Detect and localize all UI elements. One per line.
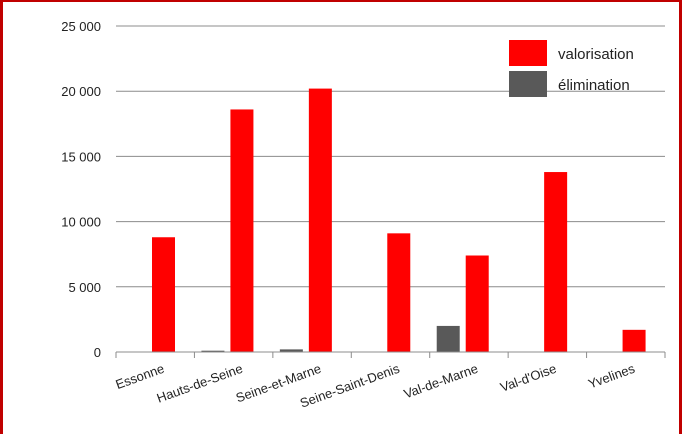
bar-elimination-seine-et-marne bbox=[279, 349, 303, 352]
x-axis bbox=[115, 351, 666, 358]
y-tick-label: 25 000 bbox=[61, 19, 101, 34]
category-label-hauts-de-seine: Hauts-de-Seine bbox=[155, 361, 245, 406]
bar-elimination-val-de-marne bbox=[436, 325, 460, 352]
category-label-essonne: Essonne bbox=[114, 361, 167, 392]
y-tick-label: 0 bbox=[94, 345, 101, 360]
category-label-val-de-marne: Val-de-Marne bbox=[402, 361, 480, 402]
category-label-val-d-oise: Val-d'Oise bbox=[498, 361, 558, 395]
bar-valorisation-val-de-marne bbox=[465, 255, 489, 352]
bar-chart: 0 5 000 10 000 15 000 20 000 25 000 EssonneHa… bbox=[61, 19, 666, 411]
bar-valorisation-yvelines bbox=[622, 329, 646, 352]
y-tick-label: 15 000 bbox=[61, 149, 101, 164]
bar-valorisation-essonne bbox=[152, 237, 175, 352]
legend-swatch-elimination bbox=[509, 71, 547, 97]
gridlines bbox=[116, 25, 665, 288]
y-tick-label: 20 000 bbox=[61, 84, 101, 99]
y-axis-ticks: 0 5 000 10 000 15 000 20 000 25 000 bbox=[61, 19, 101, 360]
category-label-yvelines: Yvelines bbox=[586, 361, 637, 392]
bar-valorisation-val-d-oise bbox=[544, 172, 568, 352]
legend-label-valorisation: valorisation bbox=[558, 46, 634, 63]
bar-valorisation-seine-saint-denis bbox=[387, 233, 411, 352]
category-labels: EssonneHauts-de-SeineSeine-et-MarneSeine… bbox=[114, 361, 638, 411]
y-tick-label: 10 000 bbox=[61, 215, 101, 230]
bars bbox=[152, 88, 646, 353]
legend-label-elimination: élimination bbox=[558, 77, 630, 94]
legend: valorisation élimination bbox=[509, 40, 634, 97]
legend-swatch-valorisation bbox=[509, 40, 547, 66]
bar-elimination-hauts-de-seine bbox=[201, 350, 225, 352]
bar-valorisation-seine-et-marne bbox=[308, 88, 332, 352]
y-tick-label: 5 000 bbox=[68, 280, 101, 295]
bar-valorisation-hauts-de-seine bbox=[230, 109, 254, 353]
